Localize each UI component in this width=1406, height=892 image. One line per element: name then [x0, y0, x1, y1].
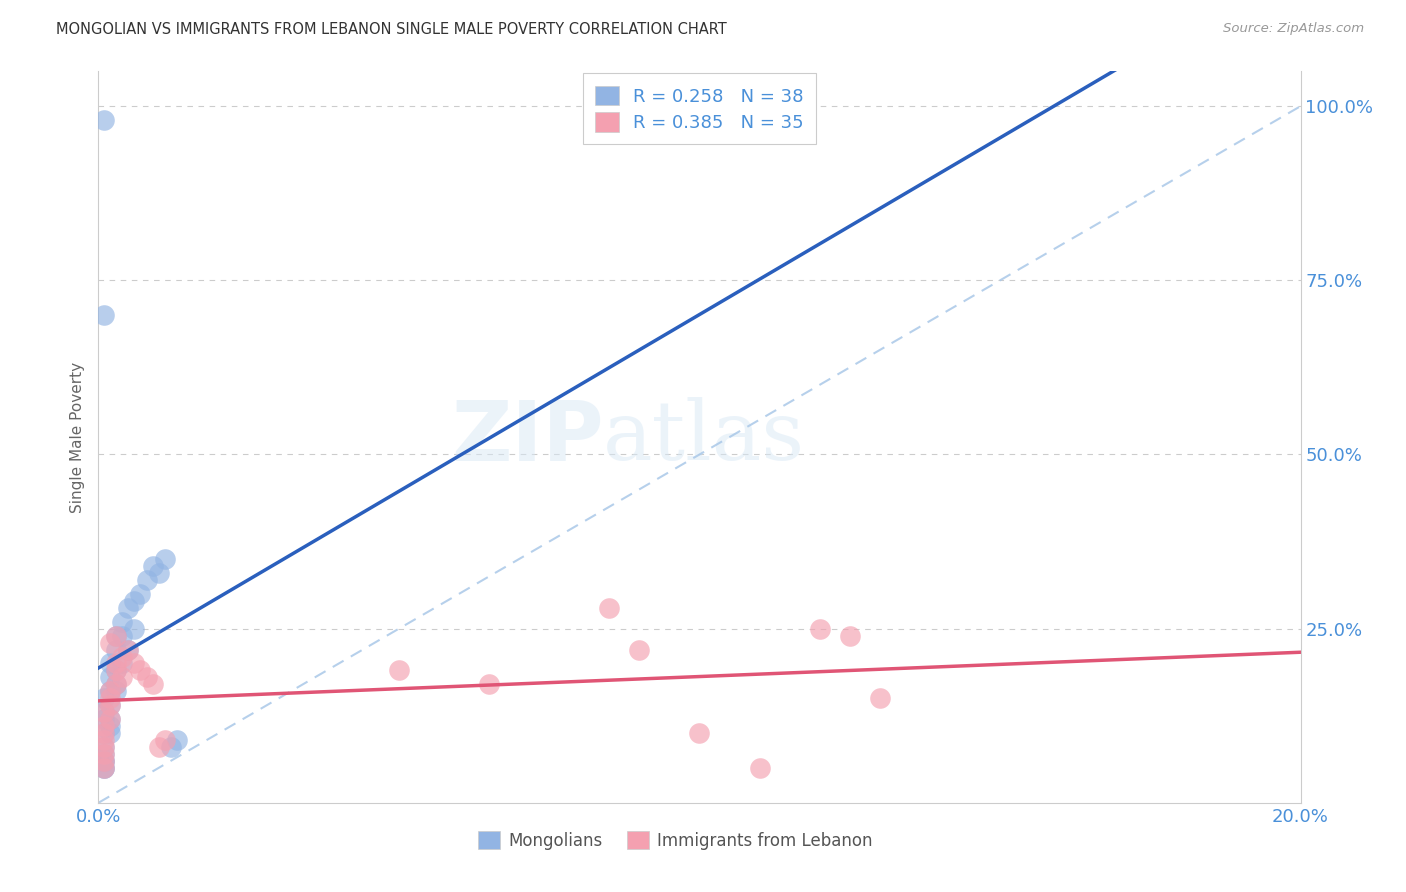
Point [93, 726, 115, 740]
Point [105, 629, 128, 643]
Point [100, 719, 122, 733]
Point [124, 622, 146, 636]
Point [93, 705, 115, 719]
Point [93, 308, 115, 322]
Point [100, 712, 122, 726]
Point [93, 719, 115, 733]
Point [100, 657, 122, 671]
Point [111, 657, 134, 671]
Point [148, 740, 170, 755]
Point [153, 733, 176, 747]
Point [100, 691, 122, 706]
Point [93, 740, 115, 755]
Point [117, 600, 139, 615]
Point [869, 691, 891, 706]
Point [100, 684, 122, 698]
Point [111, 629, 134, 643]
Point [105, 664, 128, 678]
Point [111, 670, 134, 684]
Point [105, 677, 128, 691]
Point [100, 726, 122, 740]
Point [93, 754, 115, 768]
Point [93, 113, 115, 128]
Point [100, 698, 122, 713]
Text: atlas: atlas [603, 397, 806, 477]
Point [93, 761, 115, 775]
Legend: Mongolians, Immigrants from Lebanon: Mongolians, Immigrants from Lebanon [471, 824, 880, 856]
Point [100, 670, 122, 684]
Point [93, 691, 115, 706]
Point [93, 761, 115, 775]
Point [628, 642, 651, 657]
Y-axis label: Single Male Poverty: Single Male Poverty [70, 361, 86, 513]
Point [129, 664, 152, 678]
Point [93, 747, 115, 761]
Point [93, 733, 115, 747]
Point [838, 629, 860, 643]
Point [117, 642, 139, 657]
Point [117, 642, 139, 657]
Point [105, 677, 128, 691]
Point [141, 558, 163, 573]
Point [100, 635, 122, 649]
Point [111, 615, 134, 629]
Point [153, 552, 176, 566]
Point [124, 594, 146, 608]
Point [93, 740, 115, 755]
Point [141, 677, 163, 691]
Point [388, 664, 411, 678]
Point [808, 622, 831, 636]
Point [93, 712, 115, 726]
Text: ZIP: ZIP [451, 397, 603, 477]
Point [166, 733, 188, 747]
Point [135, 670, 157, 684]
Point [135, 573, 157, 587]
Point [105, 664, 128, 678]
Point [93, 754, 115, 768]
Point [105, 657, 128, 671]
Point [159, 740, 181, 755]
Point [100, 684, 122, 698]
Point [148, 566, 170, 580]
Point [105, 629, 128, 643]
Point [111, 649, 134, 664]
Point [93, 726, 115, 740]
Text: Source: ZipAtlas.com: Source: ZipAtlas.com [1223, 22, 1364, 36]
Point [124, 657, 146, 671]
Text: MONGOLIAN VS IMMIGRANTS FROM LEBANON SINGLE MALE POVERTY CORRELATION CHART: MONGOLIAN VS IMMIGRANTS FROM LEBANON SIN… [56, 22, 727, 37]
Point [100, 698, 122, 713]
Point [129, 587, 152, 601]
Point [100, 712, 122, 726]
Point [478, 677, 501, 691]
Point [105, 642, 128, 657]
Point [93, 754, 115, 768]
Point [93, 705, 115, 719]
Point [689, 726, 711, 740]
Point [93, 761, 115, 775]
Point [93, 747, 115, 761]
Point [105, 684, 128, 698]
Point [748, 761, 770, 775]
Point [598, 600, 620, 615]
